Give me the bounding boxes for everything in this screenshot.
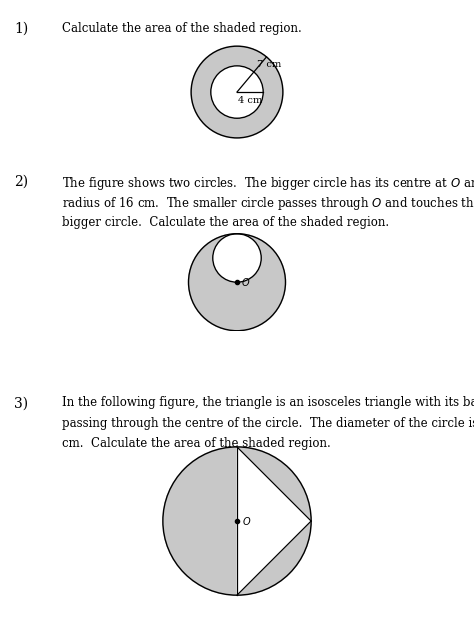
Polygon shape — [237, 447, 311, 595]
Text: radius of 16 cm.  The smaller circle passes through $O$ and touches the: radius of 16 cm. The smaller circle pass… — [62, 195, 474, 212]
Text: 1): 1) — [14, 22, 28, 36]
Text: $O$: $O$ — [241, 276, 250, 288]
Circle shape — [191, 46, 283, 138]
Text: bigger circle.  Calculate the area of the shaded region.: bigger circle. Calculate the area of the… — [62, 216, 389, 229]
Text: 2): 2) — [14, 175, 28, 188]
Text: In the following figure, the triangle is an isosceles triangle with its base: In the following figure, the triangle is… — [62, 396, 474, 409]
Text: cm.  Calculate the area of the shaded region.: cm. Calculate the area of the shaded reg… — [62, 437, 330, 451]
Text: 7 cm: 7 cm — [257, 60, 281, 69]
Circle shape — [211, 66, 263, 119]
Text: 3): 3) — [14, 396, 28, 410]
Text: $O$: $O$ — [242, 515, 251, 527]
Text: The figure shows two circles.  The bigger circle has its centre at $O$ and a: The figure shows two circles. The bigger… — [62, 175, 474, 192]
Circle shape — [189, 234, 285, 331]
Text: Calculate the area of the shaded region.: Calculate the area of the shaded region. — [62, 22, 301, 35]
Circle shape — [213, 234, 261, 282]
Text: 4 cm: 4 cm — [238, 97, 262, 105]
Text: passing through the centre of the circle.  The diameter of the circle is 40: passing through the centre of the circle… — [62, 417, 474, 430]
Circle shape — [163, 447, 311, 595]
